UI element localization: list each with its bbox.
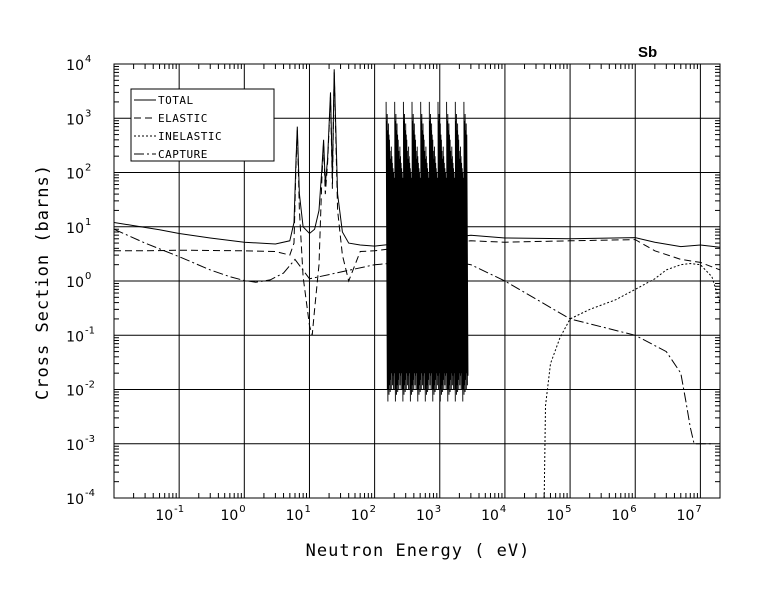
legend-label-inelastic: INELASTIC (158, 130, 222, 143)
y-tick-label: 10 (66, 275, 84, 291)
x-tick-label: 10 (351, 508, 369, 524)
x-tick-exponent: 1 (304, 504, 310, 515)
x-tick-label: 10 (286, 508, 304, 524)
y-tick-label: 10 (66, 492, 84, 508)
y-tick-label: 10 (66, 58, 84, 74)
x-axis-title: Neutron Energy ( eV) (306, 541, 531, 561)
x-tick-label: 10 (220, 508, 238, 524)
x-tick-exponent: 7 (695, 504, 701, 515)
x-tick-label: 10 (155, 508, 173, 524)
x-tick-label: 10 (416, 508, 434, 524)
legend-label-total: TOTAL (158, 94, 194, 107)
plot-series (114, 69, 720, 498)
legend-box (130, 88, 275, 162)
x-tick-exponent: 0 (239, 504, 245, 515)
resonance-band (385, 101, 469, 402)
element-label-sb: Sb (638, 44, 657, 61)
x-tick-exponent: 2 (370, 504, 376, 515)
x-tick-exponent: -1 (174, 504, 184, 515)
y-tick-exponent: 2 (85, 163, 91, 174)
x-tick-label: 10 (677, 508, 695, 524)
y-tick-label: 10 (66, 384, 84, 400)
y-tick-exponent: -1 (85, 325, 95, 336)
y-tick-exponent: 1 (85, 217, 91, 228)
y-tick-label: 10 (66, 221, 84, 237)
x-tick-exponent: 4 (500, 504, 506, 515)
y-tick-exponent: -3 (85, 434, 95, 445)
x-tick-exponent: 5 (565, 504, 571, 515)
x-tick-exponent: 6 (630, 504, 636, 515)
series-line-elastic (114, 72, 720, 336)
axis-ticks (114, 64, 720, 498)
y-tick-label: 10 (66, 112, 84, 128)
x-tick-labels: 10 -1 10 0 10 1 10 2 10 3 10 4 10 5 10 6 10 7 (155, 504, 701, 524)
plot-frame (113, 63, 721, 499)
y-tick-exponent: 0 (85, 271, 91, 282)
x-tick-label: 10 (546, 508, 564, 524)
y-tick-exponent: -2 (85, 380, 95, 391)
y-tick-label: 10 (66, 167, 84, 183)
y-tick-exponent: 4 (85, 54, 91, 65)
y-axis-title: Cross Section (barns) (33, 164, 53, 400)
x-tick-exponent: 3 (435, 504, 441, 515)
legend: TOTAL ELASTIC INELASTIC CAPTURE (130, 88, 275, 162)
y-tick-label: 10 (66, 329, 84, 345)
legend-label-elastic: ELASTIC (158, 112, 208, 125)
legend-label-capture: CAPTURE (158, 148, 208, 161)
x-tick-label: 10 (481, 508, 499, 524)
x-tick-label: 10 (611, 508, 629, 524)
y-tick-label: 10 (66, 438, 84, 454)
y-tick-exponent: 3 (85, 108, 91, 119)
series-line-capture (114, 228, 712, 445)
y-tick-exponent: -4 (85, 488, 95, 499)
